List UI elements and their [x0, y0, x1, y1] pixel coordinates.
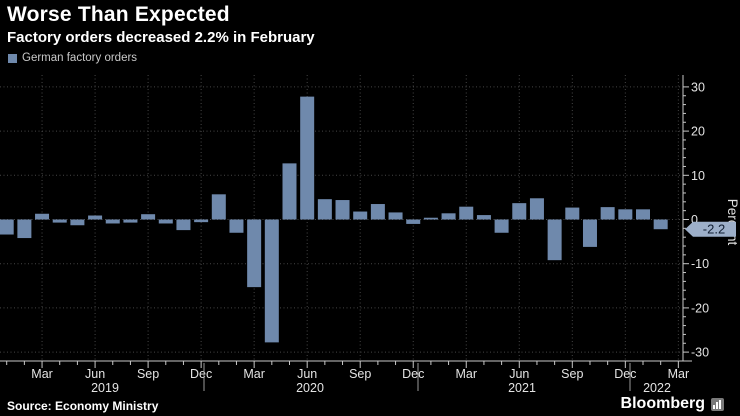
- bar-jan-2021: [423, 217, 438, 220]
- bar-aug-2019: [123, 219, 138, 223]
- y-tick-label: 0: [691, 213, 698, 227]
- bar-nov-2020: [388, 212, 403, 220]
- bar-sep-2021: [565, 207, 580, 220]
- bloomberg-wordmark: Bloomberg: [620, 395, 705, 412]
- year-label: 2020: [296, 381, 324, 395]
- legend-square-icon: [8, 53, 17, 63]
- bar-may-2020: [282, 163, 297, 220]
- legend: German factory orders: [8, 52, 137, 64]
- y-tick-label: -20: [691, 301, 709, 315]
- bloomberg-chart-icon: [711, 397, 724, 411]
- bar-jan-2019: [0, 219, 14, 235]
- x-tick-label: Sep: [349, 367, 371, 381]
- bar-jul-2020: [317, 199, 332, 220]
- bar-may-2019: [70, 219, 85, 226]
- year-label: 2019: [91, 381, 119, 395]
- bar-feb-2022: [653, 219, 668, 230]
- bar-apr-2019: [52, 219, 67, 223]
- x-tick-label: Mar: [31, 367, 53, 381]
- bar-mar-2020: [247, 219, 262, 288]
- bar-jun-2021: [512, 203, 527, 220]
- x-tick-label: Mar: [455, 367, 477, 381]
- y-tick-label: -30: [691, 346, 709, 360]
- x-tick-label: Jun: [297, 367, 317, 381]
- bar-mar-2019: [35, 213, 50, 220]
- year-label: 2022: [643, 381, 671, 395]
- bar-oct-2020: [370, 204, 385, 220]
- legend-label: German factory orders: [22, 52, 138, 64]
- chart-title: Worse Than Expected: [7, 3, 230, 26]
- x-tick-label: Jun: [509, 367, 529, 381]
- bloomberg-logo: Bloomberg: [621, 395, 724, 413]
- bar-apr-2021: [476, 215, 491, 220]
- x-tick-label: Dec: [614, 367, 636, 381]
- x-tick-label: Sep: [561, 367, 583, 381]
- bar-jul-2019: [105, 219, 120, 224]
- bar-nov-2021: [600, 207, 615, 220]
- x-tick-label: Sep: [137, 367, 159, 381]
- y-tick-label: -10: [691, 257, 709, 271]
- bar-sep-2019: [141, 214, 156, 220]
- bar-jan-2022: [636, 209, 650, 220]
- bar-apr-2020: [264, 219, 279, 343]
- bar-jul-2021: [529, 198, 544, 220]
- bar-feb-2019: [17, 219, 32, 239]
- last-value-tag: [685, 221, 736, 237]
- bar-mar-2021: [459, 206, 474, 220]
- bar-nov-2019: [176, 219, 191, 231]
- bar-oct-2021: [582, 219, 597, 247]
- bar-sep-2020: [353, 211, 368, 220]
- year-label: 2021: [508, 381, 536, 395]
- y-tick-label: 30: [691, 80, 705, 94]
- last-value-label: -2.2: [703, 222, 725, 237]
- bar-may-2021: [494, 219, 509, 233]
- bar-jun-2019: [88, 215, 103, 220]
- bar-jun-2020: [300, 96, 315, 220]
- bar-jan-2020: [211, 194, 226, 220]
- x-tick-label: Mar: [668, 367, 690, 381]
- y-tick-label: 10: [691, 169, 705, 183]
- x-tick-label: Dec: [190, 367, 212, 381]
- x-tick-label: Mar: [243, 367, 265, 381]
- bar-aug-2021: [547, 219, 562, 261]
- bar-feb-2021: [441, 213, 456, 220]
- bar-aug-2020: [335, 200, 350, 220]
- chart-subtitle: Factory orders decreased 2.2% in Februar…: [7, 29, 315, 46]
- x-tick-label: Dec: [402, 367, 424, 381]
- bar-dec-2020: [406, 219, 421, 224]
- y-tick-label: 20: [691, 125, 705, 139]
- bar-oct-2019: [158, 219, 173, 224]
- source-label: Source: Economy Ministry: [7, 399, 159, 413]
- bar-feb-2020: [229, 219, 244, 233]
- bar-dec-2021: [618, 209, 633, 220]
- bar-dec-2019: [194, 219, 209, 223]
- x-tick-label: Jun: [85, 367, 105, 381]
